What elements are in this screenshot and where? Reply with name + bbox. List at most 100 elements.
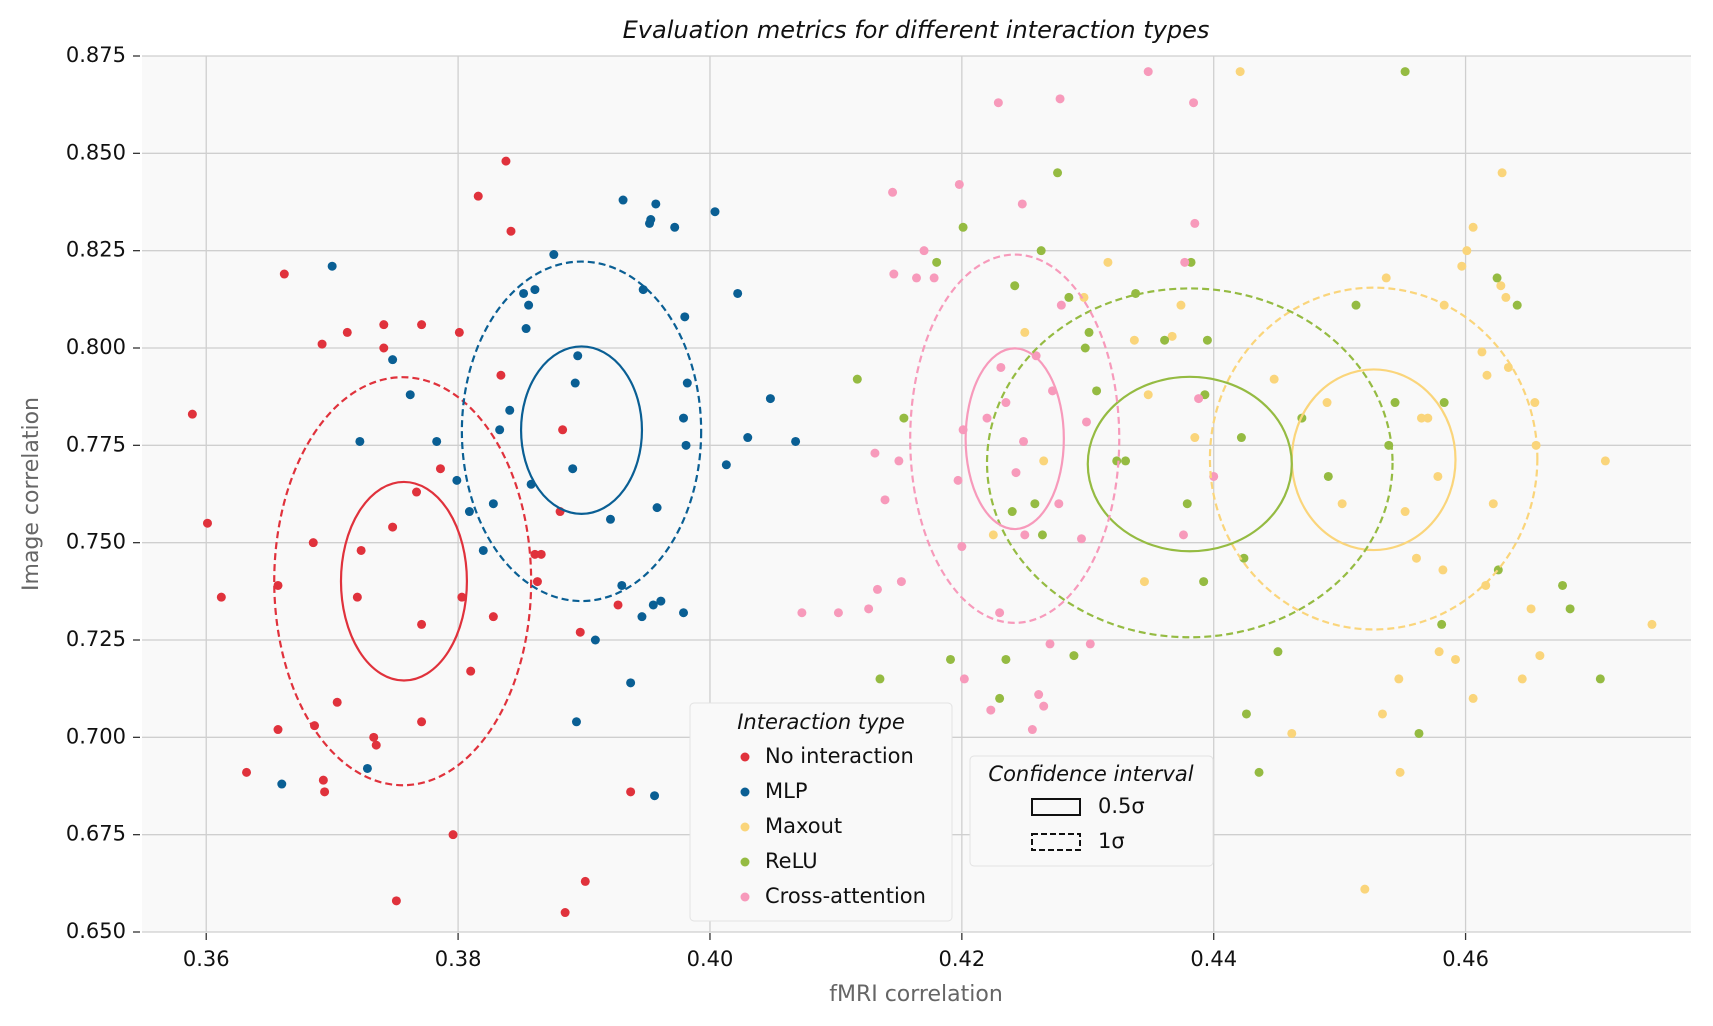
point [187, 409, 197, 419]
y-tick-label: 0.775 [66, 432, 126, 456]
point [1512, 300, 1522, 310]
point [896, 577, 906, 587]
point [1438, 565, 1448, 575]
point [1167, 331, 1177, 341]
point [1019, 436, 1029, 446]
point [417, 619, 427, 629]
point [273, 580, 283, 590]
confidence-ellipse [273, 376, 533, 787]
point [549, 250, 559, 260]
point [743, 433, 753, 443]
point [995, 693, 1005, 703]
point [1236, 433, 1246, 443]
point [457, 592, 467, 602]
point [1235, 67, 1245, 77]
point [996, 362, 1006, 372]
point [982, 413, 992, 423]
legend-title: Confidence interval [988, 762, 1193, 786]
point [651, 199, 661, 209]
point [1085, 639, 1095, 649]
point [590, 635, 600, 645]
point [1411, 553, 1421, 563]
point [648, 600, 658, 610]
point [954, 179, 964, 189]
point [530, 285, 540, 295]
point [1020, 327, 1030, 337]
confidence-ellipse [964, 347, 1065, 531]
point [1020, 530, 1030, 540]
point [1254, 767, 1264, 777]
point [1323, 471, 1333, 481]
legend: Interaction type No interaction MLP Maxout… [689, 702, 953, 922]
point [362, 763, 372, 773]
point [568, 464, 578, 474]
point [1178, 530, 1188, 540]
point [899, 413, 909, 423]
point [496, 370, 506, 380]
point [454, 327, 464, 337]
point [391, 896, 401, 906]
point [710, 207, 720, 217]
point [1131, 288, 1141, 298]
confidence-ellipse [1086, 375, 1293, 553]
confidence-ellipse [519, 345, 644, 515]
y-tick-label: 0.725 [66, 627, 126, 651]
point [988, 530, 998, 540]
point [852, 374, 862, 384]
point [1186, 257, 1196, 267]
point [308, 538, 318, 548]
point [1034, 690, 1044, 700]
chart-title: Evaluation metrics for different interac… [623, 16, 1210, 44]
point [1189, 98, 1199, 108]
legend-label: No interaction [765, 744, 914, 768]
point [1414, 728, 1424, 738]
point [682, 378, 692, 388]
point [1526, 604, 1536, 614]
point [342, 327, 352, 337]
point [369, 732, 379, 742]
point [488, 499, 498, 509]
point [1381, 273, 1391, 283]
point [1492, 273, 1502, 283]
point [894, 456, 904, 466]
point [1160, 335, 1170, 345]
point [1394, 674, 1404, 684]
point [1501, 292, 1511, 302]
legend-marker [740, 752, 750, 762]
point [912, 273, 921, 283]
point [1434, 647, 1444, 657]
point [412, 487, 422, 497]
x-tick-label: 0.40 [687, 947, 734, 971]
point [495, 425, 505, 435]
point [506, 226, 516, 236]
point [530, 549, 540, 559]
point [1202, 335, 1212, 345]
point [1045, 639, 1055, 649]
point [318, 775, 328, 785]
point [536, 549, 546, 559]
point [1037, 530, 1047, 540]
point [352, 592, 362, 602]
point [1477, 347, 1487, 357]
point [650, 791, 660, 801]
point [959, 674, 969, 684]
point [1360, 884, 1370, 894]
point [580, 876, 590, 886]
point [1468, 693, 1478, 703]
y-tick-label: 0.800 [66, 335, 126, 359]
x-tick-label: 0.46 [1442, 947, 1489, 971]
point [356, 545, 366, 555]
point [279, 269, 289, 279]
point [875, 674, 885, 684]
legend-swatch [1031, 833, 1081, 851]
point [1416, 413, 1426, 423]
point [986, 705, 996, 715]
point [932, 257, 942, 267]
y-tick-label: 0.850 [66, 140, 126, 164]
point [958, 222, 968, 232]
point [371, 740, 381, 750]
point [379, 320, 389, 330]
point [379, 343, 389, 353]
point [519, 288, 529, 298]
